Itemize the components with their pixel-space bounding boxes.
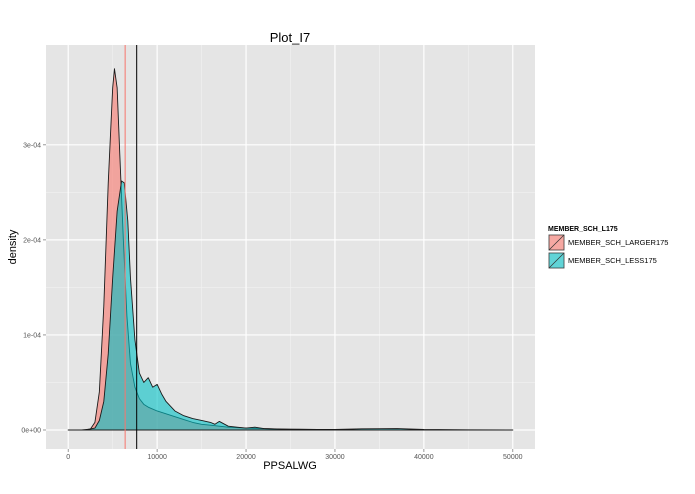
x-tick-label: 10000 [147,454,167,461]
x-tick-label: 40000 [414,454,434,461]
y-axis-title: density [7,229,19,264]
x-tick-label: 0 [66,454,70,461]
y-tick-label: 2e-04 [23,237,41,244]
legend-label-less175: MEMBER_SCH_LESS175 [568,256,657,265]
series-layer [67,68,514,431]
chart-title: Plot_I7 [270,30,310,45]
legend: MEMBER_SCH_L175 MEMBER_SCH_LARGER175 MEM… [548,226,668,269]
x-axis-ticks: 0 10000 20000 30000 40000 50000 [66,449,523,461]
legend-title: MEMBER_SCH_L175 [548,226,618,233]
density-area-less175 [67,180,514,431]
y-tick-label: 0e+00 [21,427,41,434]
x-tick-label: 20000 [236,454,256,461]
x-tick-label: 50000 [503,454,523,461]
y-tick-label: 3e-04 [23,142,41,149]
vline-layer [124,45,138,449]
legend-key-less175 [548,252,565,269]
x-axis-title: PPSALWG [263,460,317,472]
y-tick-label: 1e-04 [23,332,41,339]
x-tick-label: 30000 [325,454,345,461]
y-axis-ticks: 0e+00 1e-04 2e-04 3e-04 [21,142,46,434]
legend-key-larger175 [548,234,565,251]
legend-label-larger175: MEMBER_SCH_LARGER175 [568,238,668,247]
